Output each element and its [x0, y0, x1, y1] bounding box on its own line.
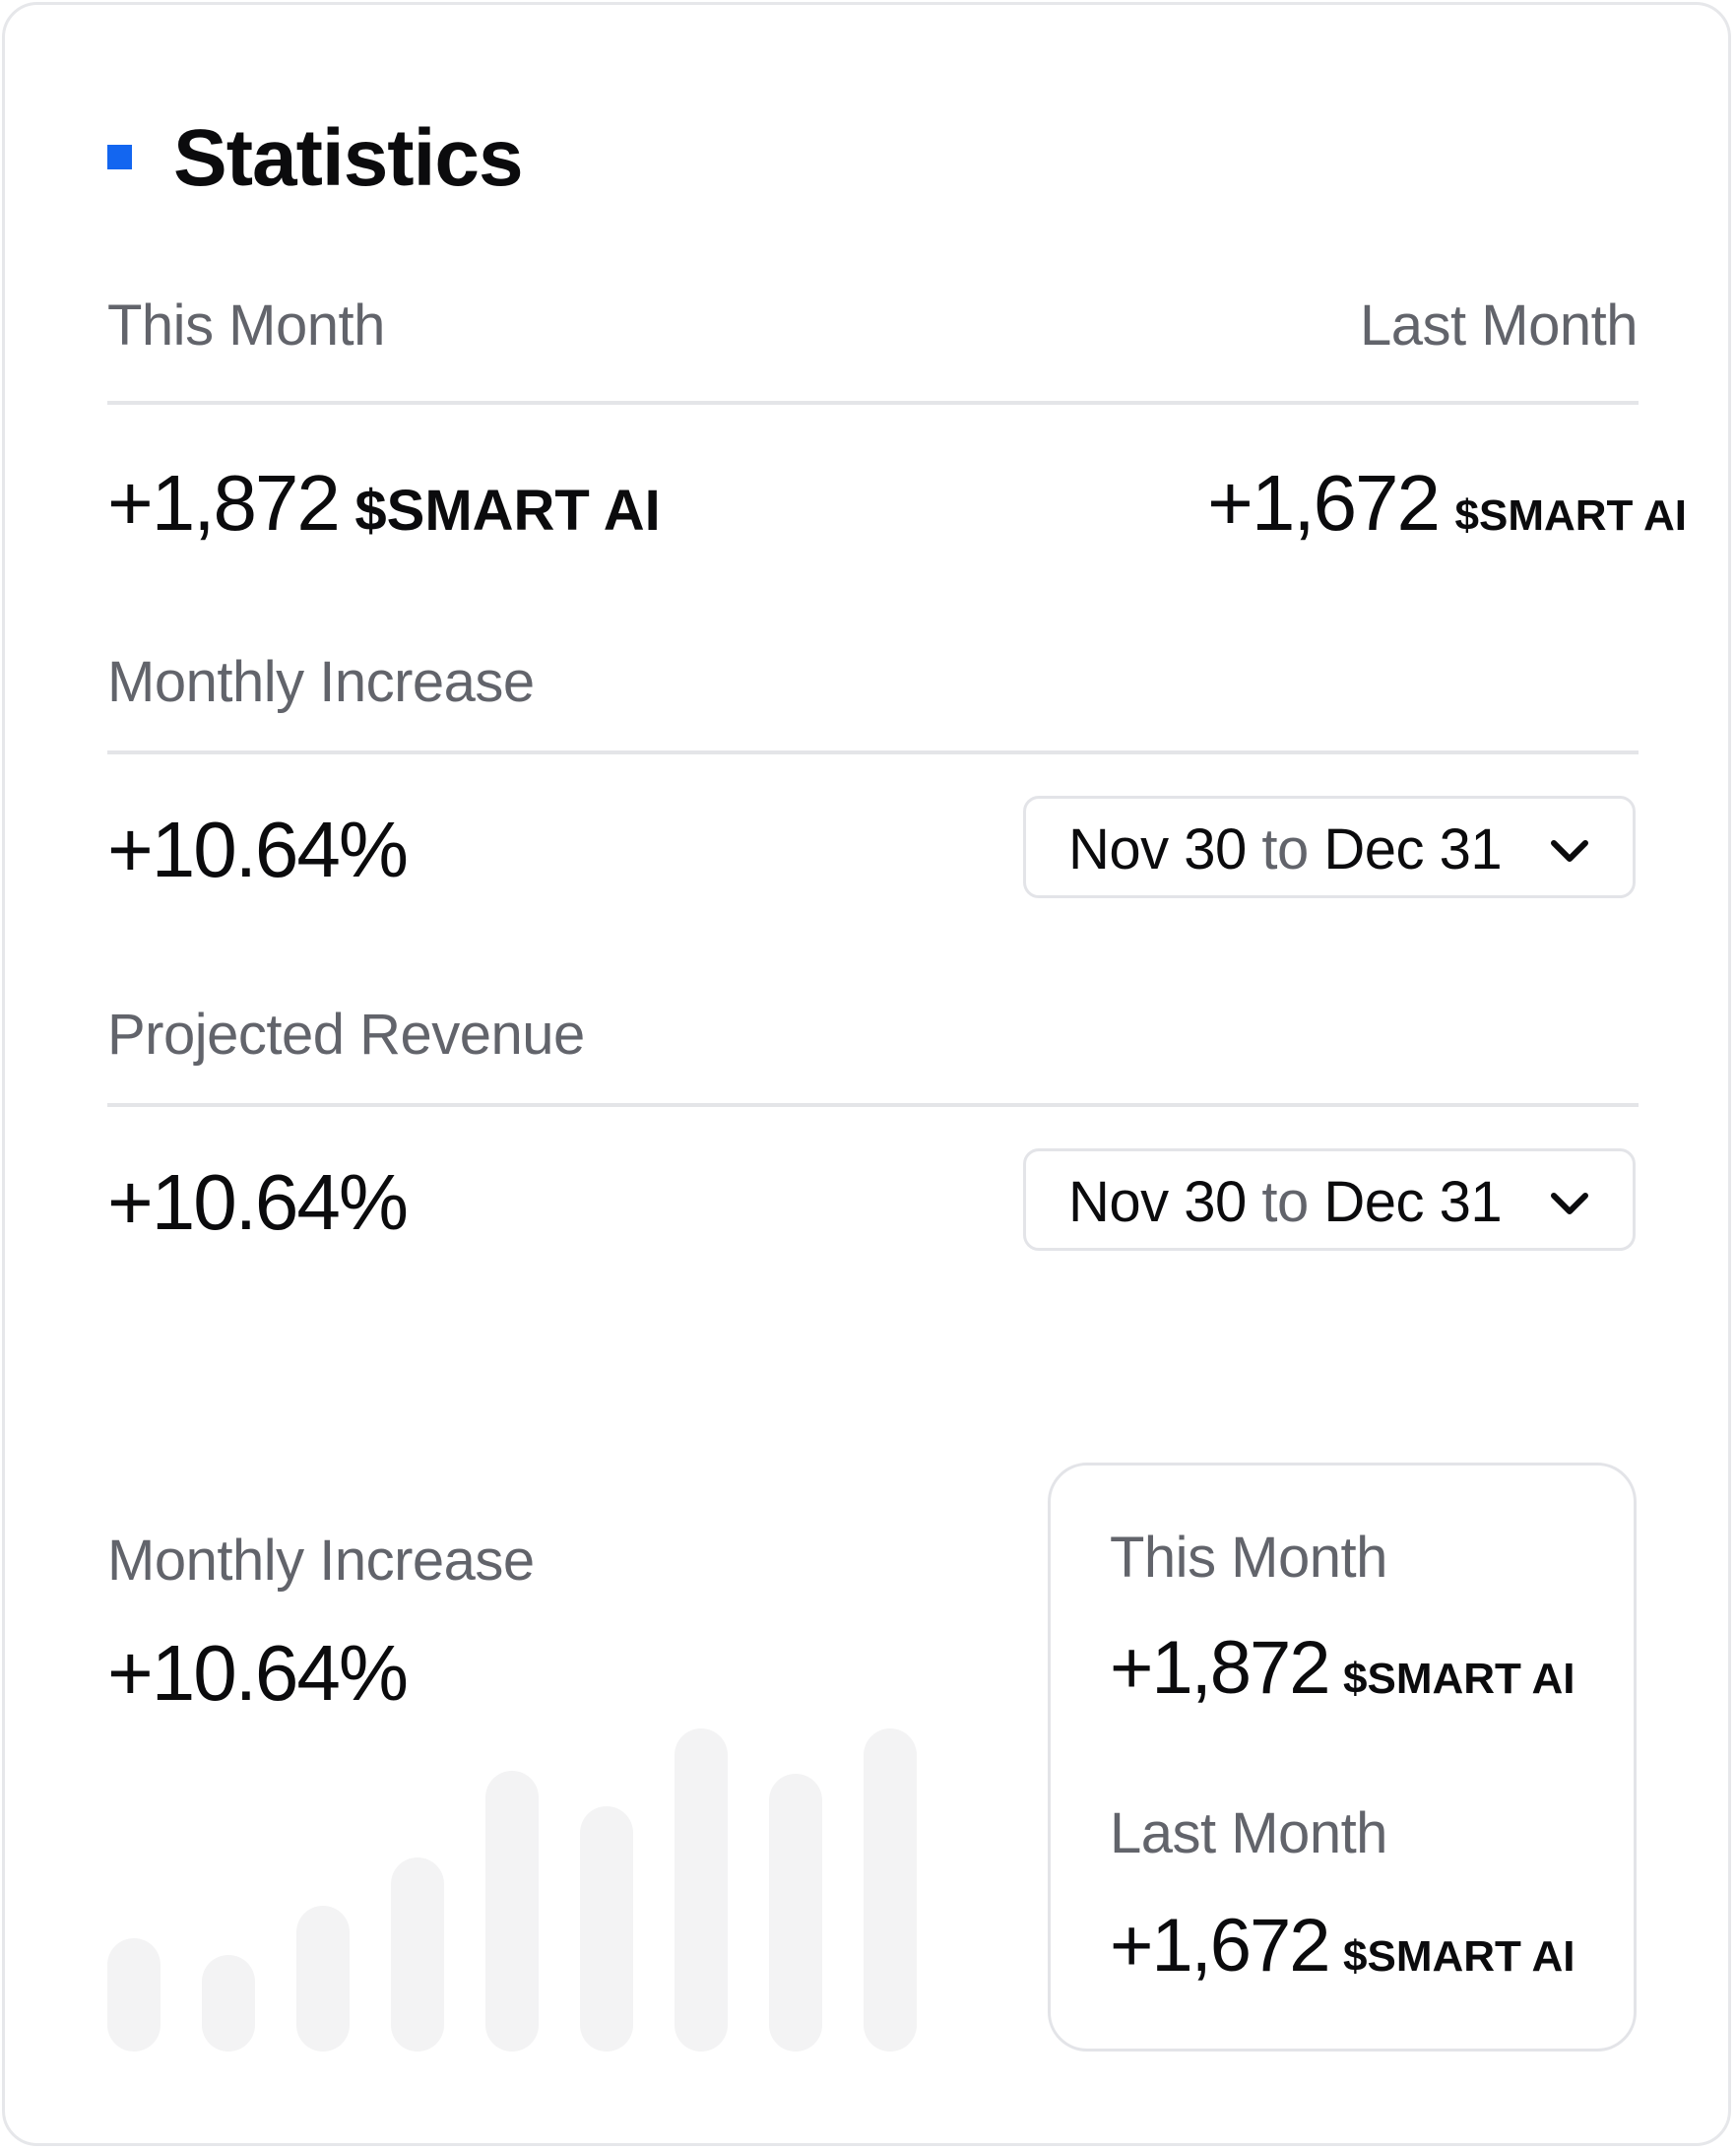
monthly-increase-value: +10.64%: [107, 806, 409, 893]
this-month-value-row: +1,872 $SMART AI: [107, 464, 661, 543]
chart-bar: [485, 1771, 539, 2052]
page-title: Statistics: [173, 113, 524, 203]
chart-bar: [675, 1728, 728, 2052]
this-month-unit: $SMART AI: [354, 479, 661, 543]
projected-revenue-label: Projected Revenue: [107, 1003, 585, 1067]
summary-last-month-value: +1,672: [1110, 1904, 1331, 1987]
range-start: Nov 30: [1068, 817, 1247, 881]
summary-last-month-label: Last Month: [1110, 1801, 1387, 1865]
title-marker-icon: [107, 145, 132, 169]
divider: [107, 1103, 1639, 1107]
summary-this-month-unit: $SMART AI: [1343, 1655, 1575, 1703]
range-end: Dec 31: [1323, 817, 1503, 881]
chart-bar: [107, 1938, 161, 2052]
date-range-text: Nov 30 to Dec 31: [1068, 1170, 1503, 1235]
summary-box: This Month +1,872 $SMART AI Last Month +…: [1048, 1463, 1637, 2052]
monthly-increase-date-range-dropdown[interactable]: Nov 30 to Dec 31: [1023, 796, 1636, 898]
chart-bar: [580, 1806, 633, 2052]
chart-bar: [391, 1857, 444, 2052]
last-month-label: Last Month: [1360, 293, 1638, 358]
summary-this-month-row: +1,872 $SMART AI: [1110, 1631, 1575, 1706]
summary-last-month-unit: $SMART AI: [1343, 1932, 1575, 1981]
bottom-monthly-increase-label: Monthly Increase: [107, 1529, 535, 1593]
last-month-value: +1,672: [1207, 459, 1441, 547]
date-range-text: Nov 30 to Dec 31: [1068, 817, 1503, 882]
chevron-down-icon: [1551, 840, 1588, 862]
last-month-unit: $SMART AI: [1454, 491, 1688, 540]
chart-bar: [769, 1774, 822, 2052]
divider: [107, 401, 1639, 405]
bar-chart: [107, 1728, 917, 2052]
summary-this-month-label: This Month: [1110, 1526, 1387, 1590]
divider: [107, 750, 1639, 754]
projected-revenue-date-range-dropdown[interactable]: Nov 30 to Dec 31: [1023, 1148, 1636, 1251]
chart-bar: [864, 1728, 917, 2052]
range-separator: to: [1261, 1170, 1309, 1234]
bottom-monthly-increase-value: +10.64%: [107, 1629, 409, 1717]
summary-last-month-row: +1,672 $SMART AI: [1110, 1909, 1575, 1984]
this-month-value: +1,872: [107, 459, 341, 547]
last-month-value-row: +1,672 $SMART AI: [1207, 464, 1687, 543]
this-month-label: This Month: [107, 293, 385, 358]
summary-this-month-value: +1,872: [1110, 1626, 1331, 1710]
projected-revenue-value: +10.64%: [107, 1158, 409, 1246]
range-end: Dec 31: [1323, 1170, 1503, 1234]
chart-bar: [202, 1955, 255, 2052]
chart-bar: [296, 1906, 350, 2052]
monthly-increase-label: Monthly Increase: [107, 650, 535, 714]
chevron-down-icon: [1551, 1193, 1588, 1214]
range-separator: to: [1261, 817, 1309, 881]
range-start: Nov 30: [1068, 1170, 1247, 1234]
